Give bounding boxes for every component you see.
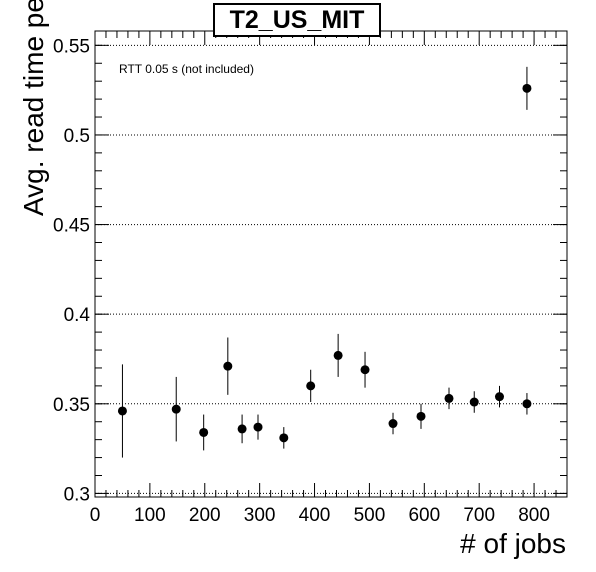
data-point	[117, 406, 127, 416]
x-tick-label: 800	[518, 505, 550, 526]
x-tick-label: 700	[463, 505, 495, 526]
rtt-annotation: RTT 0.05 s (not included)	[119, 62, 254, 76]
grid-lines	[95, 44, 567, 494]
data-point	[199, 427, 209, 437]
data-point	[279, 433, 289, 443]
x-tick-label: 0	[90, 505, 101, 526]
y-tick-label: 0.35	[53, 395, 90, 416]
data-point	[333, 350, 343, 360]
x-tick-label: 100	[134, 505, 166, 526]
x-axis-label: # of jobs	[460, 528, 566, 559]
data-point	[494, 392, 504, 402]
data-point	[522, 399, 532, 409]
axis-ticks: 0.3 0.35 0.4 0.45 0.5 0.55 0 100 200 300 400 500 600…	[53, 31, 568, 526]
y-tick-label: 0.45	[53, 216, 90, 237]
y-tick-label: 0.55	[53, 36, 90, 57]
y-axis-label: Avg. read time per block [s]	[18, 0, 49, 216]
data-point	[416, 411, 426, 421]
data-point	[469, 397, 479, 407]
x-tick-label: 600	[408, 505, 440, 526]
data-points	[117, 66, 532, 458]
data-point	[237, 424, 247, 434]
plot-frame	[94, 30, 568, 498]
x-tick-label: 300	[244, 505, 276, 526]
x-tick-label: 500	[354, 505, 386, 526]
y-tick-label: 0.5	[64, 126, 90, 147]
data-point	[306, 381, 316, 391]
y-tick-label: 0.3	[64, 484, 90, 505]
data-point	[253, 422, 263, 432]
data-point	[444, 393, 454, 403]
data-point	[223, 361, 233, 371]
y-tick-label: 0.4	[64, 305, 91, 326]
data-point	[522, 83, 532, 93]
x-tick-label: 200	[189, 505, 221, 526]
x-tick-label: 400	[299, 505, 331, 526]
data-point	[388, 419, 398, 429]
chart-title: T2_US_MIT	[213, 3, 381, 37]
data-point	[171, 404, 181, 414]
data-point	[360, 365, 370, 375]
